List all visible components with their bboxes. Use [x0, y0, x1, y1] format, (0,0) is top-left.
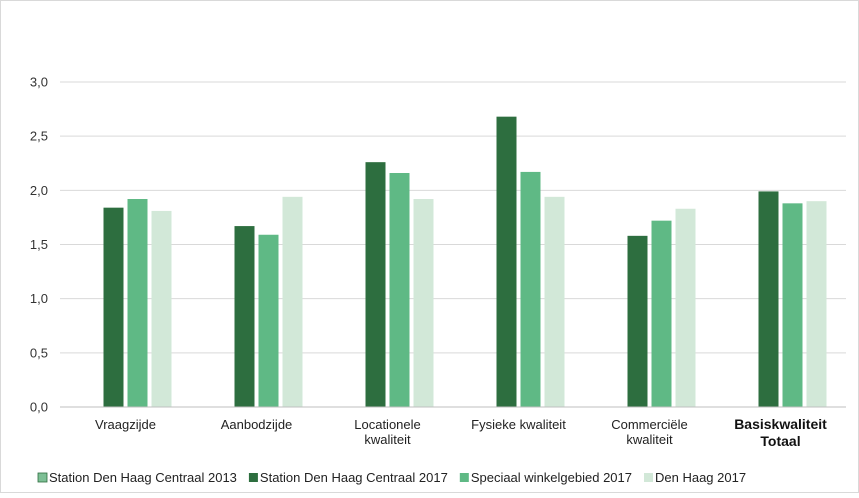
legend-label: Station Den Haag Centraal 2017	[260, 470, 448, 485]
bar	[258, 234, 279, 407]
legend-swatch	[248, 473, 258, 482]
bar	[282, 196, 303, 407]
bars	[103, 116, 827, 408]
bar	[651, 220, 672, 407]
bar	[151, 210, 172, 407]
legend-label: Den Haag 2017	[655, 470, 746, 485]
gridlines	[60, 81, 846, 354]
bar	[520, 171, 541, 407]
legend: Station Den Haag Centraal 2013 Station De…	[37, 470, 746, 485]
bar	[806, 201, 827, 407]
category-label: Aanbodzijde	[221, 417, 293, 432]
bar	[675, 208, 696, 407]
bar	[496, 116, 517, 408]
y-tick-label: 3,0	[30, 75, 48, 90]
bar	[103, 207, 124, 407]
bar	[127, 199, 148, 407]
bar	[234, 226, 255, 407]
y-tick-label: 2,0	[30, 183, 48, 198]
y-tick-label: 1,0	[30, 291, 48, 306]
legend-swatch	[459, 473, 469, 482]
bar	[782, 203, 803, 407]
bar	[627, 235, 648, 407]
legend-label: Speciaal winkelgebied 2017	[471, 470, 632, 485]
legend-swatch	[644, 473, 653, 482]
bar	[365, 162, 386, 407]
y-tick-label: 0,5	[30, 345, 48, 360]
category-label: Vraagzijde	[95, 417, 156, 432]
bar	[758, 191, 779, 407]
legend-label: Station Den Haag Centraal 2013	[49, 470, 237, 485]
category-label: Commerciële kwaliteit	[611, 417, 688, 447]
y-tick-label: 0,0	[30, 400, 48, 415]
category-label: Basiskwaliteit Totaal	[734, 416, 827, 449]
y-tick-label: 2,5	[30, 129, 48, 144]
y-axis-ticks: 0,0 0,5 1,0 1,5 2,0 2,5 3,0	[30, 75, 48, 415]
legend-swatch	[37, 472, 48, 483]
bar	[413, 199, 434, 407]
category-labels: Vraagzijde Aanbodzijde Locationele kwalitei…	[95, 416, 827, 449]
y-tick-label: 1,5	[30, 237, 48, 252]
bar	[544, 196, 565, 407]
bar	[389, 173, 410, 407]
category-label: Fysieke kwaliteit	[471, 417, 566, 432]
category-label: Locationele kwaliteit	[354, 417, 421, 447]
